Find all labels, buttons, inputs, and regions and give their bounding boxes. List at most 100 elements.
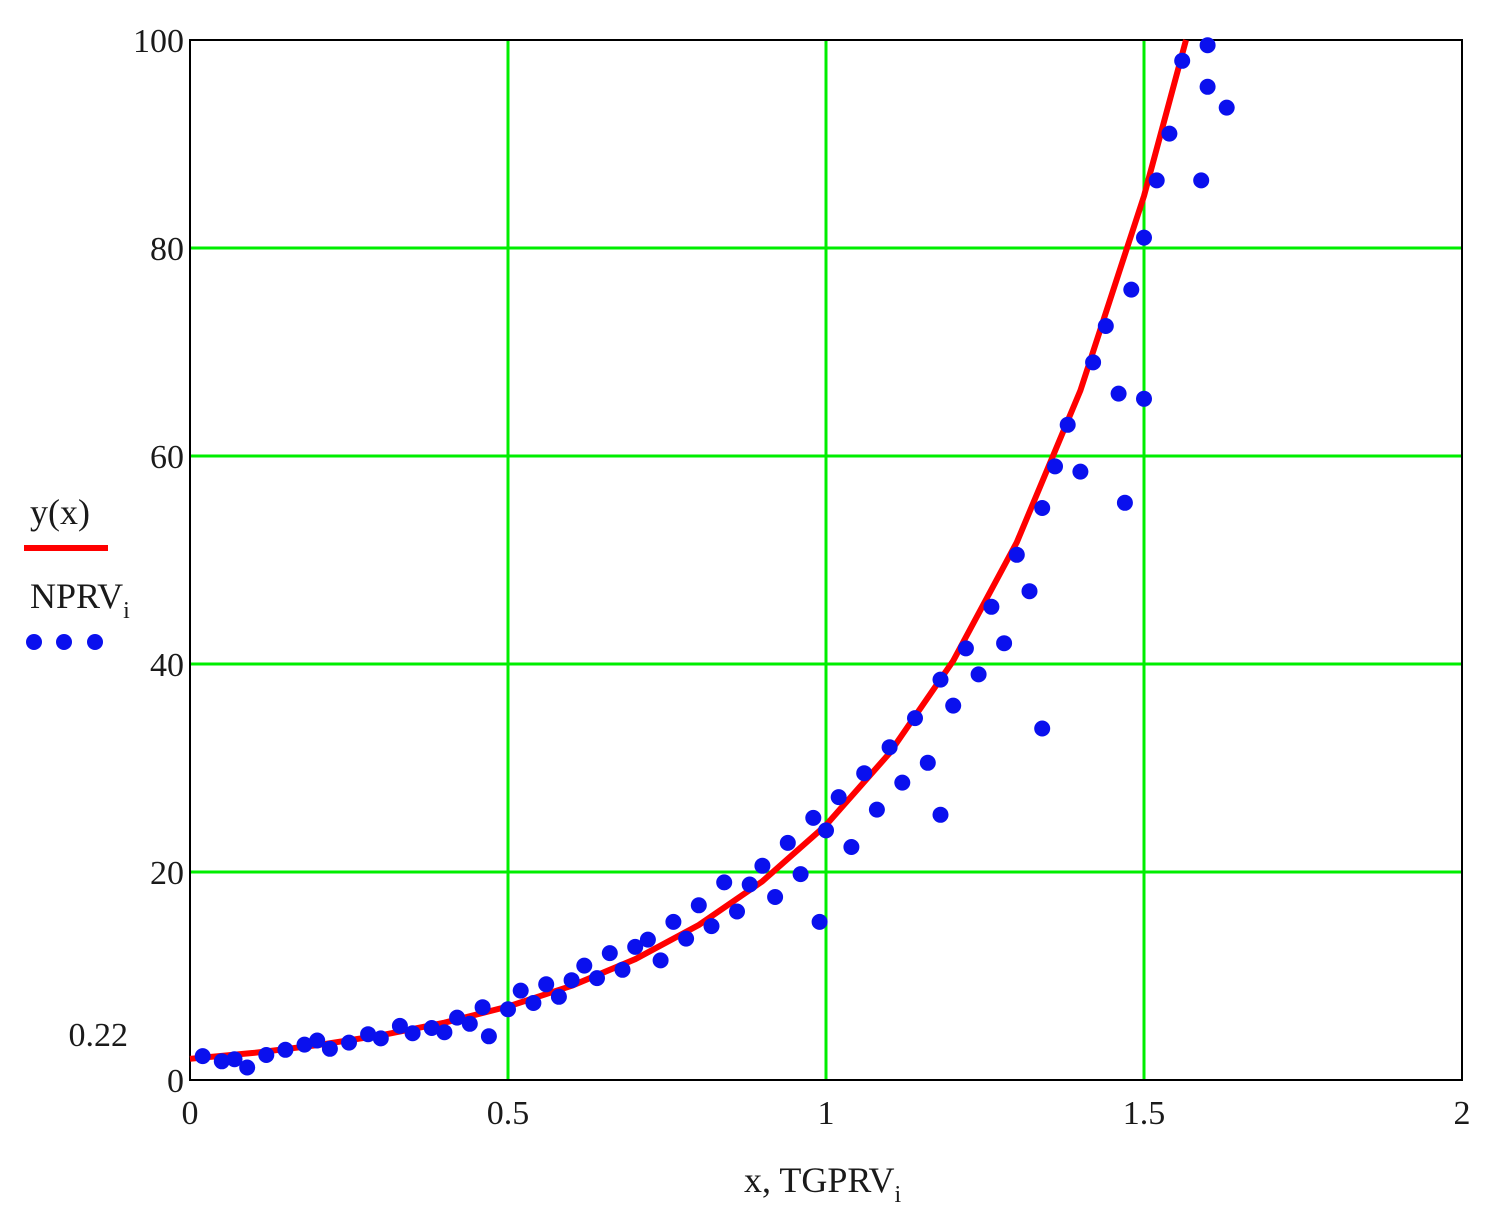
legend-series-2-name: NPRV: [30, 576, 123, 616]
y-tick-label-0: 0: [167, 1063, 184, 1100]
data-point-23: [538, 976, 555, 993]
data-point-59: [970, 666, 987, 683]
data-point-62: [1008, 546, 1025, 563]
data-point-33: [665, 913, 682, 930]
data-point-38: [729, 903, 745, 920]
data-point-4: [258, 1047, 275, 1063]
data-point-30: [627, 938, 644, 955]
data-point-28: [601, 945, 618, 962]
data-point-6: [296, 1036, 313, 1053]
x-tick-label-2: 1: [818, 1095, 835, 1132]
y-tick-labels: 0 20 40 60 80 100: [133, 23, 184, 1100]
legend-series-2-label: NPRVi: [30, 576, 130, 624]
data-point-47: [830, 789, 847, 806]
data-point-17: [461, 1015, 478, 1032]
data-point-82: [1193, 172, 1210, 189]
data-point-20: [500, 1001, 516, 1018]
data-point-5: [277, 1041, 294, 1058]
fitted-curve: [189, 39, 1189, 1062]
x-axis-title-main: x, TGPRV: [744, 1160, 895, 1200]
legend: y(x) NPRVi: [24, 492, 130, 650]
data-point-18: [474, 999, 491, 1016]
data-point-46: [818, 822, 834, 839]
data-point-11: [372, 1030, 389, 1047]
data-point-14: [423, 1020, 440, 1036]
data-point-12: [391, 1017, 408, 1034]
y-tick-label-5: 100: [133, 23, 184, 60]
data-point-48: [843, 839, 860, 855]
x-axis-title: x, TGPRVi: [744, 1160, 902, 1208]
data-point-37: [716, 874, 733, 891]
data-point-43: [792, 866, 809, 883]
data-point-32: [652, 952, 669, 969]
data-point-71: [1110, 385, 1127, 402]
data-point-36: [703, 918, 720, 935]
data-point-24: [550, 988, 567, 1005]
data-point-22: [525, 995, 542, 1011]
y-tick-label-1: 20: [150, 855, 184, 892]
data-point-15: [436, 1024, 453, 1041]
data-point-39: [741, 876, 758, 893]
data-point-69: [1085, 354, 1102, 371]
data-point-0: [194, 1048, 211, 1065]
x-tick-label-0: 0: [182, 1095, 199, 1132]
data-point-63: [1021, 583, 1038, 600]
data-point-51: [881, 739, 898, 756]
data-point-55: [932, 671, 949, 688]
legend-series-2-subscript: i: [123, 598, 130, 624]
data-point-50: [868, 801, 885, 818]
data-point-8: [321, 1040, 338, 1057]
data-point-74: [1136, 229, 1152, 246]
data-point-54: [919, 754, 936, 771]
data-point-57: [945, 697, 962, 714]
data-point-61: [996, 635, 1013, 652]
y-tick-label-3: 60: [150, 439, 184, 476]
data-point-81: [1218, 99, 1235, 116]
data-point-80: [1199, 37, 1216, 54]
data-point-16: [449, 1009, 466, 1026]
data-point-53: [907, 710, 923, 727]
curve-y-of-x: [189, 39, 1189, 1062]
data-point-19: [480, 1028, 497, 1045]
plot-frame: [189, 39, 1463, 1081]
data-point-25: [563, 972, 580, 989]
legend-series-1-label: y(x): [30, 492, 90, 532]
grid-lines: [190, 40, 1462, 1080]
data-point-77: [1161, 125, 1178, 142]
data-point-2: [226, 1051, 243, 1068]
x-tick-labels: 0 0.5 1 1.5 2: [182, 1095, 1471, 1132]
legend-series-2-swatch: [26, 634, 103, 650]
data-point-58: [957, 640, 974, 657]
data-point-34: [678, 930, 695, 947]
data-point-76: [1148, 172, 1165, 189]
data-point-42: [779, 834, 796, 851]
data-point-29: [614, 961, 631, 978]
x-axis-title-subscript: i: [895, 1182, 902, 1208]
data-point-73: [1123, 281, 1140, 298]
data-point-35: [690, 897, 707, 914]
data-point-75: [1136, 390, 1152, 407]
data-point-67: [1059, 416, 1076, 433]
data-point-64: [1034, 500, 1051, 516]
scatter-points: [194, 37, 1235, 1076]
data-point-21: [512, 982, 529, 999]
data-point-45: [811, 913, 828, 930]
data-point-65: [1034, 720, 1051, 737]
y-tick-label-2: 40: [150, 647, 184, 684]
data-point-27: [589, 970, 605, 987]
data-point-10: [360, 1026, 377, 1043]
data-point-78: [1174, 52, 1191, 69]
x-tick-label-3: 1.5: [1123, 1095, 1166, 1132]
x-tick-label-4: 2: [1454, 1095, 1471, 1132]
data-point-79: [1199, 78, 1216, 95]
data-point-44: [805, 809, 822, 826]
data-point-52: [894, 774, 911, 791]
data-point-72: [1116, 494, 1133, 511]
data-point-40: [754, 857, 771, 874]
data-point-26: [576, 957, 593, 974]
data-point-3: [239, 1059, 256, 1076]
data-point-7: [309, 1032, 326, 1049]
data-point-56: [932, 806, 949, 823]
data-point-9: [341, 1034, 357, 1051]
